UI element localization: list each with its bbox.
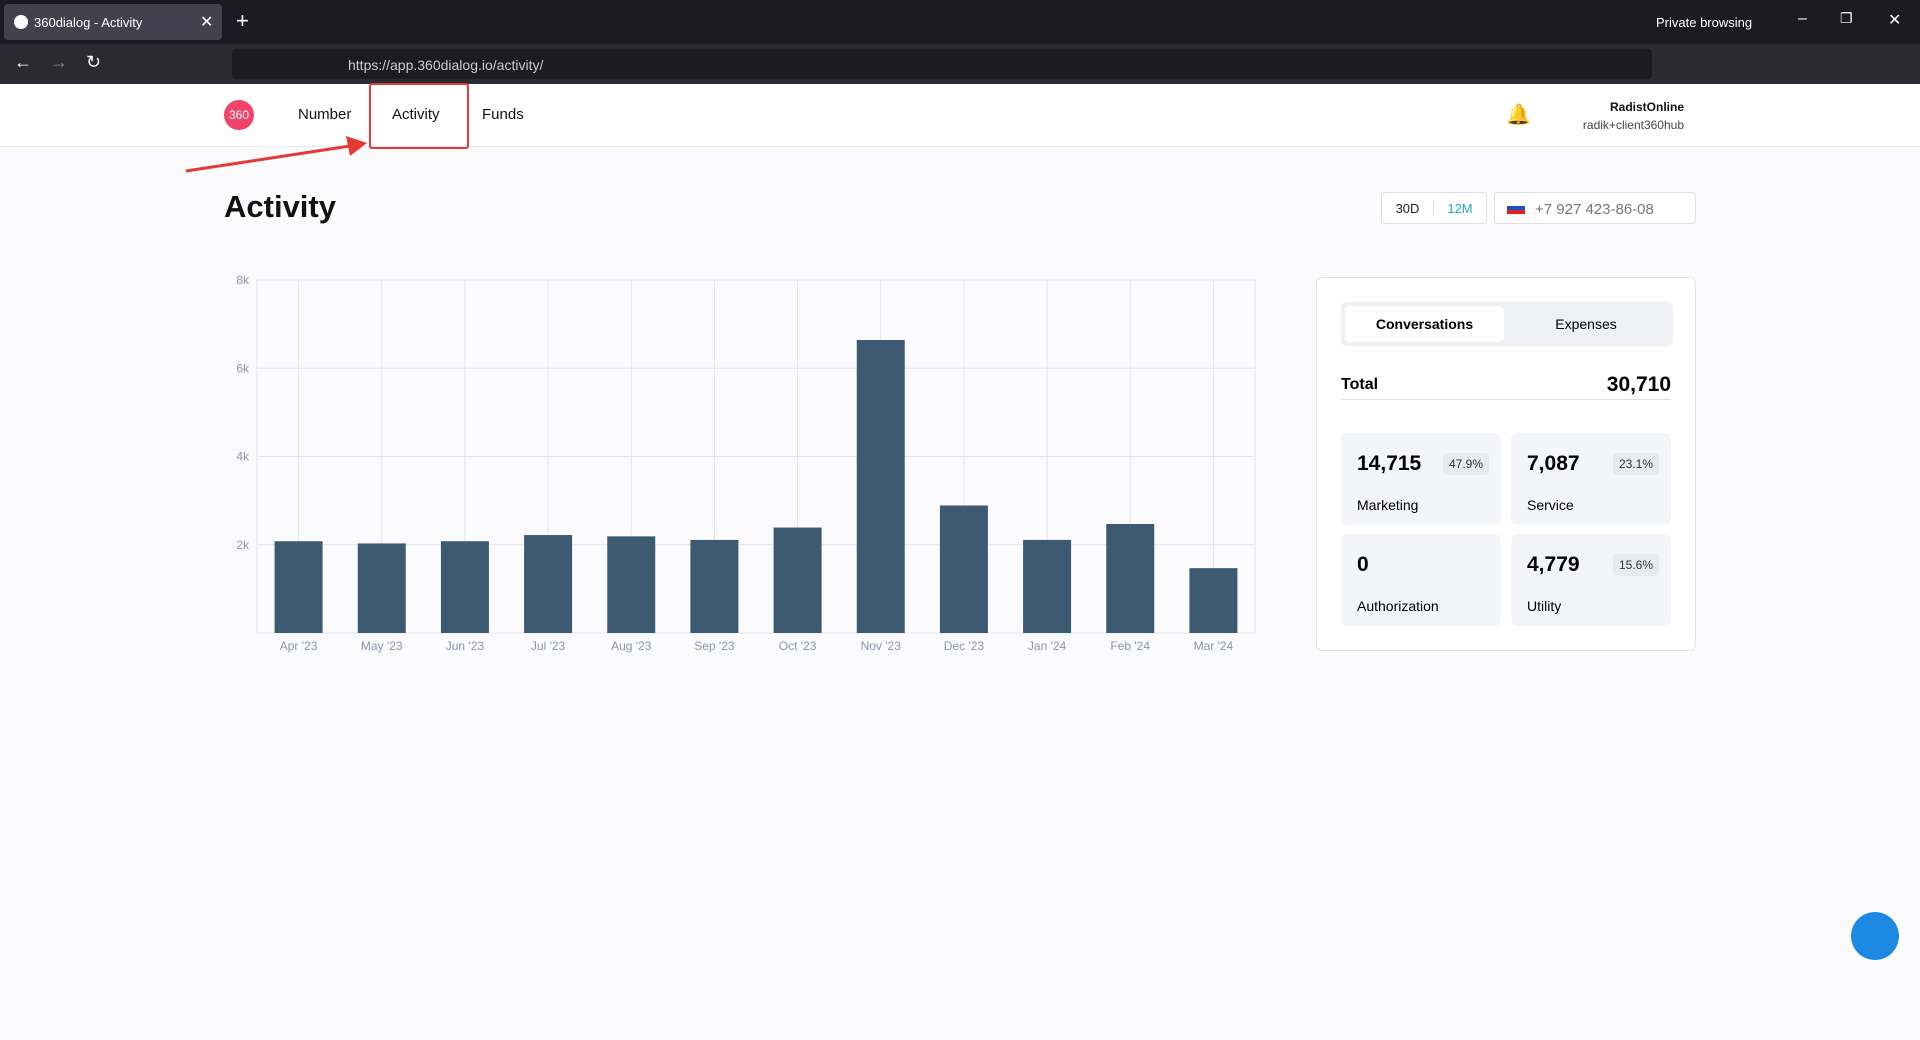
divider bbox=[1341, 399, 1671, 400]
bar bbox=[607, 536, 656, 633]
new-tab[interactable]: + bbox=[236, 8, 249, 33]
bar bbox=[524, 535, 573, 633]
y-tick-label: 8k bbox=[236, 273, 250, 287]
user-name: RadistOnline bbox=[1609, 100, 1684, 114]
x-tick-label: Jul '23 bbox=[531, 639, 566, 653]
total-label: Total bbox=[1341, 376, 1379, 393]
highlight-box bbox=[369, 83, 469, 149]
x-tick-label: Feb '24 bbox=[1110, 639, 1150, 653]
x-tick-label: May '23 bbox=[361, 639, 403, 653]
notifications[interactable]: 🔔 bbox=[1506, 104, 1531, 126]
x-tick-label: Jan '24 bbox=[1028, 639, 1067, 653]
stat-share: 47.9% bbox=[1442, 453, 1489, 475]
page-title: Activity bbox=[224, 189, 336, 224]
stat-label: Utility bbox=[1527, 598, 1562, 614]
x-tick-label: Aug '23 bbox=[611, 639, 652, 653]
toolbar: ← → ↻ https://app.360dialog.io/activity/ bbox=[0, 44, 1920, 84]
x-tick-label: Nov '23 bbox=[861, 639, 902, 653]
url: https://app.360dialog.io/activity/ bbox=[348, 57, 544, 73]
bar bbox=[773, 527, 822, 633]
back[interactable]: ← bbox=[14, 52, 32, 72]
bar bbox=[939, 505, 988, 633]
private-label: Private browsing bbox=[1656, 15, 1753, 30]
nav-item[interactable]: Activity bbox=[392, 106, 440, 123]
chat-button[interactable] bbox=[1851, 912, 1899, 960]
address-bar[interactable]: https://app.360dialog.io/activity/ bbox=[232, 49, 1652, 79]
stat-tile: 7,087 23.1% Service bbox=[1511, 433, 1671, 525]
phone-select[interactable]: +7 927 423-86-08 bbox=[1494, 192, 1696, 224]
x-tick-label: Apr '23 bbox=[280, 639, 318, 653]
range-12m[interactable]: 12M bbox=[1447, 201, 1473, 216]
app-header: 360 Number Activity Funds 🔔 RadistOnline… bbox=[0, 84, 1920, 147]
y-tick-label: 6k bbox=[236, 361, 250, 375]
stat-value: 0 bbox=[1357, 553, 1369, 576]
summary-card: Conversations Expenses Total 30,710 14,7… bbox=[1316, 277, 1696, 651]
restore[interactable]: ❐ bbox=[1840, 10, 1853, 26]
chart: 2k 4k 6k 8k Apr '23 May '23 Jun '23 Jul '23 Aug … bbox=[236, 273, 1256, 653]
bar bbox=[274, 541, 323, 633]
stat-label: Service bbox=[1527, 497, 1574, 513]
forward[interactable]: → bbox=[50, 52, 68, 72]
bar bbox=[1106, 524, 1155, 633]
stat-tile: 4,779 15.6% Utility bbox=[1511, 534, 1671, 626]
range-30d[interactable]: 30D bbox=[1382, 201, 1434, 216]
stat-value: 7,087 bbox=[1527, 452, 1580, 475]
close[interactable]: ✕ bbox=[1888, 12, 1902, 29]
logo[interactable]: 360 bbox=[224, 100, 254, 130]
x-tick-label: Mar '24 bbox=[1194, 639, 1234, 653]
stat-label: Marketing bbox=[1357, 497, 1419, 513]
tab-conversations[interactable]: Conversations bbox=[1375, 316, 1474, 332]
flag bbox=[1507, 202, 1525, 214]
range-toggle: 30D 12M bbox=[1381, 192, 1487, 224]
tab-switch: Conversations Expenses bbox=[1341, 302, 1673, 346]
bar bbox=[440, 541, 489, 633]
y-tick-label: 2k bbox=[236, 538, 250, 552]
tab-active[interactable] bbox=[1345, 306, 1504, 342]
stat-value: 4,779 bbox=[1527, 553, 1580, 576]
stat-share: 15.6% bbox=[1612, 554, 1659, 576]
x-tick-label: Jun '23 bbox=[446, 639, 485, 653]
nav-item[interactable]: Funds bbox=[482, 106, 524, 123]
bar bbox=[1023, 539, 1072, 633]
user-email: radik+client360hub bbox=[1582, 118, 1684, 132]
stat-value: 14,715 bbox=[1357, 452, 1422, 475]
reload[interactable]: ↻ bbox=[86, 52, 102, 72]
stat-tile: 14,715 47.9% Marketing bbox=[1341, 433, 1501, 525]
bar bbox=[690, 539, 739, 633]
y-tick-label: 4k bbox=[236, 450, 250, 464]
stat-label: Authorization bbox=[1357, 598, 1439, 614]
active-tab[interactable]: 360dialog - Activity ✕ bbox=[4, 4, 222, 40]
stat-share: 23.1% bbox=[1612, 453, 1659, 475]
tab-title: 360dialog - Activity bbox=[34, 15, 143, 30]
tab-strip: 360dialog - Activity ✕ + Private browsin… bbox=[0, 0, 1920, 44]
favicon bbox=[14, 15, 28, 29]
x-tick-label: Dec '23 bbox=[944, 639, 985, 653]
minimize[interactable]: – bbox=[1798, 10, 1807, 27]
total-value: 30,710 bbox=[1606, 373, 1671, 396]
stat-tile: 0 Authorization bbox=[1341, 534, 1501, 626]
phone: +7 927 423-86-08 bbox=[1535, 201, 1654, 218]
x-tick-label: Oct '23 bbox=[779, 639, 817, 653]
bar bbox=[856, 340, 905, 633]
nav-item[interactable]: Number bbox=[298, 106, 352, 123]
bar bbox=[357, 543, 406, 633]
x-tick-label: Sep '23 bbox=[694, 639, 735, 653]
tab-expenses[interactable]: Expenses bbox=[1555, 316, 1617, 332]
tab-close[interactable]: ✕ bbox=[200, 14, 214, 31]
bar bbox=[1189, 568, 1238, 633]
